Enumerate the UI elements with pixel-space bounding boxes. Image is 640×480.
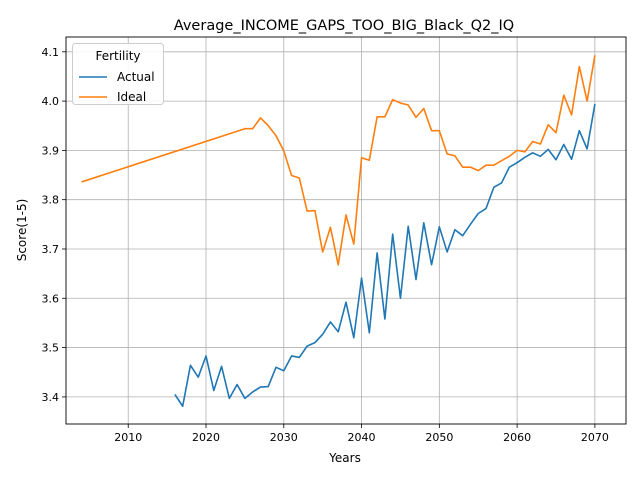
y-tick-label: 3.8 bbox=[42, 194, 60, 207]
y-tick-label: 3.4 bbox=[42, 391, 60, 404]
x-tick-label: 2060 bbox=[503, 431, 531, 444]
legend: Fertility Actual Ideal bbox=[73, 44, 164, 105]
y-tick-label: 3.5 bbox=[42, 342, 60, 355]
y-axis-label: Score(1-5) bbox=[15, 199, 29, 262]
x-tick-label: 2070 bbox=[581, 431, 609, 444]
x-axis-label: Years bbox=[328, 451, 361, 465]
x-tick-label: 2020 bbox=[192, 431, 220, 444]
x-tick-label: 2030 bbox=[270, 431, 298, 444]
y-tick-label: 4.0 bbox=[42, 95, 60, 108]
y-tick-label: 3.9 bbox=[42, 144, 60, 157]
chart-title: Average_INCOME_GAPS_TOO_BIG_Black_Q2_IQ bbox=[174, 18, 514, 34]
x-tick-label: 2040 bbox=[348, 431, 376, 444]
x-tick-label: 2050 bbox=[425, 431, 453, 444]
x-tick-label: 2010 bbox=[114, 431, 142, 444]
y-tick-label: 3.6 bbox=[42, 292, 60, 305]
legend-title: Fertility bbox=[95, 49, 140, 63]
y-tick-label: 4.1 bbox=[42, 46, 60, 59]
y-tick-label: 3.7 bbox=[42, 243, 60, 256]
legend-label-actual: Actual bbox=[117, 70, 155, 84]
legend-label-ideal: Ideal bbox=[117, 90, 146, 104]
